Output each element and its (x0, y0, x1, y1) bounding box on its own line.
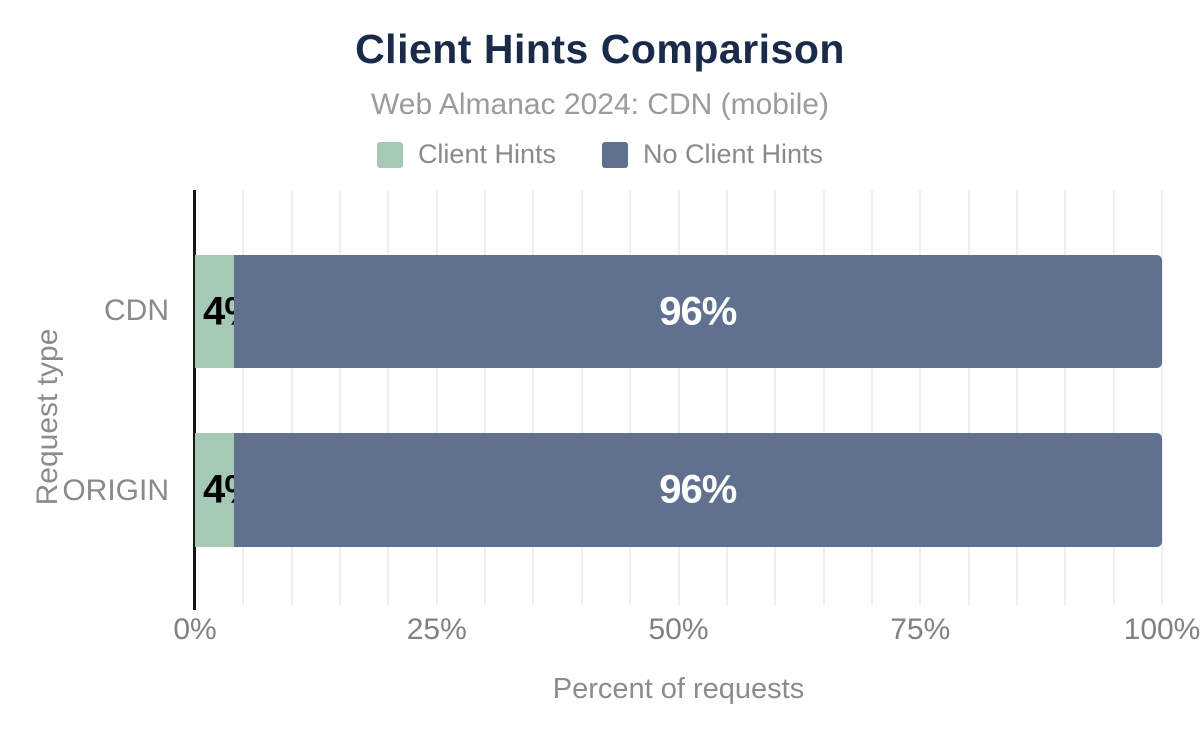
legend-item-client-hints: Client Hints (376, 139, 556, 170)
chart-subtitle: Web Almanac 2024: CDN (mobile) (371, 88, 829, 121)
gridline (774, 190, 777, 605)
y-axis-category-labels: CDN ORIGIN (0, 190, 181, 605)
gridline (677, 190, 680, 605)
legend-item-no-client-hints: No Client Hints (601, 139, 824, 170)
bar-value-label-no-client-hints-origin: 96% (659, 467, 737, 512)
bar-segment-client-hints-origin[interactable] (195, 433, 234, 547)
gridline (1064, 190, 1067, 605)
category-label-origin: ORIGIN (62, 474, 169, 507)
x-tick-label-50-: 50% (648, 613, 709, 646)
gridline (967, 190, 970, 605)
plot-area: 4% 96% 4% 96% (193, 190, 1163, 610)
bar-row-cdn: 4% 96% (195, 255, 1162, 368)
bar-value-label-no-client-hints-cdn: 96% (659, 289, 737, 333)
x-tick-label-100-: 100% (1123, 613, 1200, 646)
gridline (725, 190, 728, 605)
gridline (435, 190, 438, 605)
y-axis-title: Request type (31, 328, 64, 506)
legend-swatch-icon (601, 141, 628, 168)
gridline (1015, 190, 1018, 605)
x-axis-ticks: 0% 25% 50% 75% 100% (173, 613, 1200, 651)
gridline (1112, 190, 1115, 605)
gridline (629, 190, 632, 605)
x-tick-label-0-: 0% (173, 613, 217, 646)
chart-title: Client Hints Comparison (355, 26, 845, 72)
x-tick-label-25-: 25% (406, 613, 467, 646)
gridline (870, 190, 873, 605)
gridline (484, 190, 487, 605)
bar-segment-client-hints-cdn[interactable] (195, 255, 234, 368)
category-label-cdn: CDN (104, 294, 169, 327)
x-tick-label-75-: 75% (890, 613, 951, 646)
bar-segment-no-client-hints-origin[interactable] (233, 433, 1162, 547)
gridline (339, 190, 342, 605)
legend-label: Client Hints (417, 139, 556, 169)
gridline (242, 190, 245, 605)
gridline (580, 190, 583, 605)
legend-swatch-icon (376, 141, 403, 168)
gridline (290, 190, 293, 605)
y-axis-line (193, 190, 196, 610)
bar-segment-no-client-hints-cdn[interactable] (233, 255, 1162, 368)
gridline (919, 190, 922, 605)
x-axis-title: Percent of requests (552, 673, 805, 705)
gridline (532, 190, 535, 605)
gridline (1161, 190, 1163, 605)
gridline (822, 190, 825, 605)
bar-row-origin: 4% 96% (195, 433, 1162, 547)
legend-label: No Client Hints (642, 139, 824, 169)
chart-legend: Client Hints No Client Hints (0, 139, 1200, 170)
gridline (387, 190, 390, 605)
